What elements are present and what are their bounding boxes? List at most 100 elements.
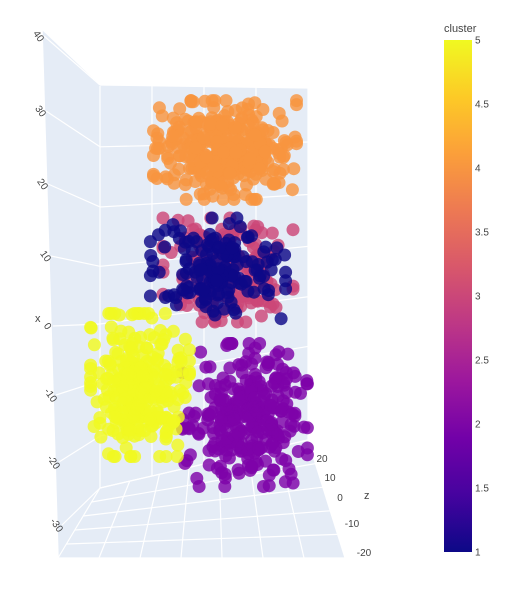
data-point (151, 354, 164, 368)
data-point (176, 282, 190, 296)
data-point (192, 379, 206, 393)
colorbar-title: cluster (444, 23, 477, 35)
data-point (253, 162, 266, 176)
data-point (213, 393, 227, 407)
data-point (179, 173, 193, 187)
data-point (250, 405, 264, 419)
data-point (271, 357, 285, 371)
data-point (171, 343, 185, 357)
data-point (179, 253, 193, 267)
data-point (281, 347, 295, 361)
data-point (208, 308, 222, 322)
data-point (231, 438, 245, 452)
data-point (235, 101, 249, 115)
colorbar: cluster 1 1.5 2 2.5 3 3.5 4 4.5 5 (444, 23, 489, 559)
data-point (166, 129, 180, 143)
data-point (222, 217, 236, 231)
data-point (217, 146, 231, 159)
data-point (159, 432, 173, 446)
data-point (223, 337, 237, 350)
data-point (171, 438, 185, 452)
grid-line-floor (74, 510, 331, 531)
colorbar-tick-label: 3.5 (475, 228, 489, 239)
data-point (121, 367, 135, 381)
data-point (219, 94, 233, 108)
data-point (200, 248, 213, 261)
data-point (247, 391, 261, 405)
data-point (215, 434, 229, 447)
data-point (194, 345, 208, 359)
data-point (158, 307, 172, 320)
data-point (254, 309, 268, 323)
data-point (212, 240, 226, 254)
data-point (241, 284, 255, 298)
z-tick-label: 10 (324, 473, 336, 484)
data-point (169, 365, 183, 379)
data-point (106, 450, 120, 463)
data-point (286, 223, 300, 237)
data-point (123, 423, 137, 437)
data-point (261, 288, 275, 302)
data-point (279, 135, 293, 149)
data-point (245, 461, 259, 475)
data-point (209, 254, 223, 268)
data-point (239, 275, 253, 288)
data-point (161, 152, 175, 165)
colorbar-tick-label: 4.5 (475, 100, 489, 111)
data-point (197, 187, 211, 201)
data-point (265, 379, 279, 393)
data-point (93, 416, 107, 430)
data-point (125, 308, 139, 322)
data-point (257, 389, 271, 403)
data-point (182, 365, 196, 379)
grid-line-floor (98, 480, 131, 559)
data-point (300, 421, 314, 435)
data-point (189, 141, 203, 155)
data-point (286, 476, 300, 490)
data-point (84, 358, 98, 372)
data-point (227, 188, 241, 201)
data-point (243, 152, 257, 166)
x-axis-line (41, 29, 59, 559)
data-point (280, 385, 294, 399)
data-point (287, 162, 301, 176)
data-point (202, 444, 216, 457)
data-point (197, 282, 211, 296)
data-point (167, 400, 181, 414)
data-point (258, 145, 272, 159)
data-point (166, 324, 180, 338)
series-cluster-4 (147, 94, 303, 206)
data-point (108, 410, 122, 424)
grid-line-floor (66, 533, 338, 545)
colorbar-gradient (444, 40, 472, 552)
colorbar-tick-label: 2 (475, 420, 481, 431)
data-point (265, 226, 279, 240)
x-tick-label: 0 (41, 321, 53, 332)
data-point (153, 450, 167, 463)
grid-line-x (43, 35, 101, 86)
data-point (236, 250, 250, 264)
data-point (268, 252, 282, 266)
colorbar-tick-label: 5 (475, 36, 481, 47)
colorbar-tick-label: 4 (475, 164, 481, 175)
data-point (128, 409, 141, 423)
data-point (156, 395, 170, 409)
data-point (149, 141, 163, 155)
grid-line-floor (139, 474, 161, 559)
data-point (174, 354, 188, 368)
series-cluster-1 (143, 211, 293, 326)
data-point (272, 106, 286, 120)
point-cloud (84, 94, 314, 493)
data-point (251, 441, 265, 455)
data-point (282, 462, 296, 476)
data-point (166, 218, 180, 232)
data-point (199, 150, 213, 164)
data-point (290, 137, 303, 151)
data-point (199, 360, 213, 374)
data-point (127, 349, 141, 363)
data-point (183, 448, 197, 462)
data-point (196, 421, 210, 435)
data-point (265, 437, 279, 451)
data-point (279, 282, 293, 296)
